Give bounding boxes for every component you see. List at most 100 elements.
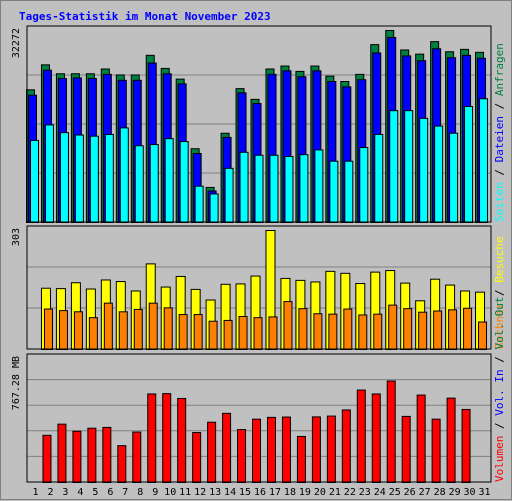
hits-seiten-bar (194, 185, 204, 224)
hits-seiten-bar (59, 132, 69, 223)
visits-panel-frame (26, 225, 492, 350)
x-tick-label: 27 (419, 487, 431, 498)
hits-seiten-bar (314, 149, 324, 224)
x-tick-label: 1 (32, 487, 38, 498)
traffic-volumen-bar (356, 389, 366, 483)
x-tick-label: 23 (359, 487, 371, 498)
traffic-volumen-bar (266, 416, 276, 484)
hits-seiten-bar (449, 132, 459, 223)
traffic-volumen-bar (401, 415, 411, 484)
visits-legend-part: Rechner (493, 302, 506, 349)
hits-seiten-bar (344, 160, 354, 223)
chart-title: Tages-Statistik im Monat November 2023 (19, 10, 271, 23)
visits-rechner-bar (463, 307, 473, 351)
hits-seiten-bar (404, 110, 414, 223)
traffic-volumen-bar (252, 418, 262, 484)
hits-seiten-bar (89, 135, 99, 223)
x-tick-label: 20 (314, 487, 326, 498)
traffic-volumen-bar (42, 434, 52, 484)
visits-y-max-label: 303 (11, 228, 22, 246)
traffic-volumen-bar (341, 409, 351, 484)
hits-legend-part: / (493, 96, 506, 116)
visits-legend-part: Besuche (493, 236, 506, 282)
hits-seiten-bar (389, 110, 399, 223)
x-tick-label: 18 (284, 487, 296, 498)
traffic-volumen-bar (102, 426, 112, 484)
hits-seiten-bar (299, 154, 309, 223)
x-tick-label: 12 (194, 487, 206, 498)
x-tick-label: 11 (179, 487, 191, 498)
hits-seiten-bar (269, 154, 279, 223)
x-tick-label: 7 (122, 487, 128, 498)
chart-panels: 32272 Seiten / Dateien / Anfragen 303 Rechn… (11, 25, 506, 484)
visits-rechner-bar (313, 313, 323, 350)
visits-rechner-bar (238, 316, 248, 350)
hits-seiten-bar (209, 193, 219, 223)
hits-seiten-bar (374, 133, 384, 223)
hits-seiten-bar (119, 127, 129, 223)
traffic-volumen-bar (162, 393, 172, 484)
visits-legend-part: / (493, 283, 506, 303)
x-tick-label: 13 (209, 487, 221, 498)
traffic-y-max-label: 767.28 MB (11, 356, 22, 410)
x-tick-label: 14 (224, 487, 236, 498)
traffic-legend: Volumen / Vol. In / Vol. Out (493, 297, 506, 482)
traffic-panel-frame (26, 353, 492, 483)
traffic-legend-part: / (493, 416, 506, 436)
visits-rechner-bar (388, 304, 398, 350)
traffic-volumen-bar (431, 418, 441, 484)
x-tick-label: 5 (92, 487, 98, 498)
visits-rechner-bar (133, 308, 143, 350)
x-tick-label: 29 (449, 487, 461, 498)
x-tick-label: 21 (329, 487, 341, 498)
traffic-volumen-bar (117, 445, 127, 483)
hits-legend-part: Seiten (493, 182, 506, 222)
traffic-volumen-bar (281, 416, 291, 483)
visits-rechner-bar (283, 301, 293, 351)
visits-rechner-bar (193, 314, 203, 350)
traffic-volumen-bar (311, 416, 321, 484)
visits-rechner-bar (448, 309, 458, 351)
hits-seiten-bar (464, 105, 474, 223)
x-tick-label: 6 (107, 487, 113, 498)
hits-panel-frame (26, 25, 492, 223)
traffic-volumen-bar (371, 393, 381, 483)
visits-rechner-bar (343, 308, 353, 350)
hits-seiten-bar (284, 155, 294, 224)
x-tick-label: 16 (254, 487, 266, 498)
traffic-volumen-bar (386, 380, 396, 484)
visits-rechner-bar (298, 308, 308, 351)
hits-seiten-bar (479, 98, 489, 223)
x-tick-label: 26 (404, 487, 416, 498)
x-tick-label: 25 (389, 487, 401, 498)
visits-rechner-bar (358, 314, 368, 350)
traffic-volumen-bar (72, 430, 82, 484)
x-tick-label: 24 (374, 487, 386, 498)
visits-rechner-bar (418, 311, 428, 350)
x-tick-label: 3 (62, 487, 68, 498)
x-tick-label: 19 (299, 487, 311, 498)
visits-rechner-bar (148, 302, 158, 351)
visits-rechner-bar (58, 310, 68, 350)
traffic-legend-part: Volumen (493, 436, 506, 482)
visits-rechner-bar (268, 316, 278, 351)
traffic-volumen-bar (177, 397, 187, 484)
hits-seiten-bar (30, 139, 39, 224)
traffic-legend-part: Vol. Out (493, 297, 506, 350)
x-tick-label: 2 (47, 487, 53, 498)
visits-rechner-bar (433, 310, 443, 351)
traffic-volumen-bar (222, 412, 232, 484)
hits-seiten-bar (74, 134, 84, 223)
traffic-volumen-bar (57, 423, 67, 483)
hits-seiten-bar (329, 160, 339, 223)
visits-rechner-bar (43, 308, 53, 350)
traffic-volumen-bar (192, 432, 202, 484)
hits-seiten-bar (419, 117, 429, 223)
traffic-volumen-bar (132, 431, 142, 483)
traffic-volumen-bar (326, 415, 336, 484)
x-tick-label: 31 (479, 487, 491, 498)
traffic-volumen-bar (461, 408, 471, 484)
hits-seiten-bar (134, 145, 144, 223)
